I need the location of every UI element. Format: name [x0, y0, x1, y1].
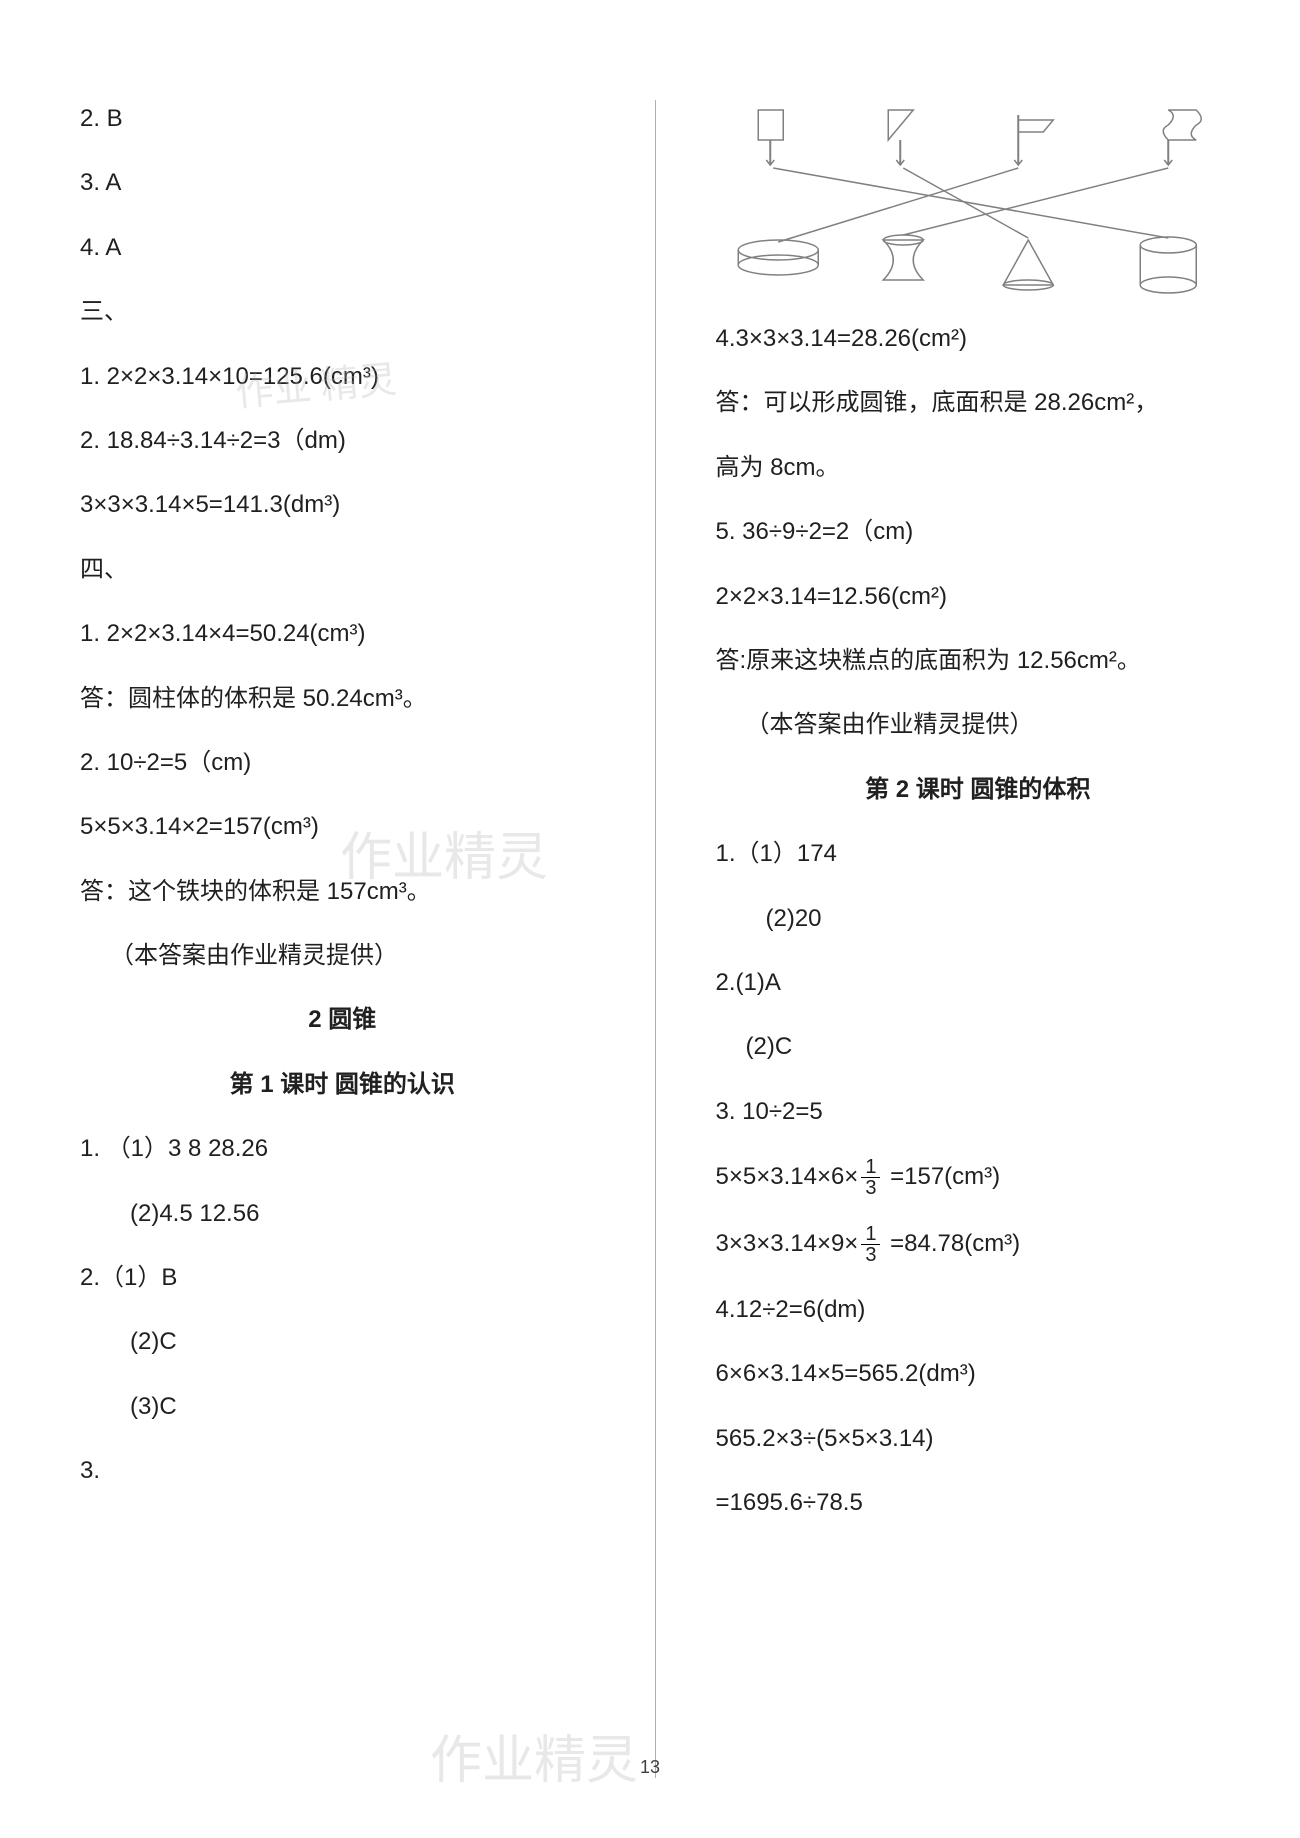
q2-sub1: 2.(1)A	[716, 964, 1241, 1002]
attribution: （本答案由作业精灵提供）	[716, 706, 1241, 744]
q1-sub1: 1.（1）174	[716, 835, 1241, 873]
calc-line: 3×3×3.14×5=141.3(dm³)	[80, 486, 605, 524]
calc-line: =1695.6÷78.5	[716, 1484, 1241, 1522]
attribution: （本答案由作业精灵提供）	[80, 937, 605, 975]
answer-text: 答:原来这块糕点的底面积为 12.56cm²。	[716, 642, 1241, 680]
left-column: 作业 精灵 2. B 3. A 4. A 三、 1. 2×2×3.14×10=1…	[80, 100, 625, 1778]
heading-sub: 第 1 课时 圆锥的认识	[80, 1066, 605, 1104]
calc-line: 4.12÷2=6(dm)	[716, 1291, 1241, 1329]
section-four-label: 四、	[80, 551, 605, 589]
answer-text: 答：可以形成圆锥，底面积是 28.26cm²，	[716, 384, 1241, 422]
right-column: 4.3×3×3.14=28.26(cm²) 答：可以形成圆锥，底面积是 28.2…	[686, 100, 1241, 1778]
calc-line: 4.3×3×3.14=28.26(cm²)	[716, 320, 1241, 358]
frac-line-1: 5×5×3.14×6×13 =157(cm³)	[716, 1157, 1241, 1198]
calc-line: 2. 18.84÷3.14÷2=3（dm)	[80, 422, 605, 460]
column-divider	[655, 100, 656, 1778]
answer-text: 答：圆柱体的体积是 50.24cm³。	[80, 680, 605, 718]
heading-sub: 第 2 课时 圆锥的体积	[716, 771, 1241, 809]
q1-sub2: (2)20	[716, 900, 1241, 938]
q2-sub1: 2.（1）B	[80, 1259, 605, 1297]
heading-main: 2 圆锥	[80, 1001, 605, 1039]
q2-sub2: (2)C	[716, 1028, 1241, 1066]
q2-sub3: (3)C	[80, 1388, 605, 1426]
q3-label: 3.	[80, 1452, 605, 1490]
q3-line: 3. 10÷2=5	[716, 1093, 1241, 1131]
calc-line: 2. 10÷2=5（cm)	[80, 744, 605, 782]
calc-line: 565.2×3÷(5×5×3.14)	[716, 1420, 1241, 1458]
answer-line: 4. A	[80, 229, 605, 267]
calc-line: 1. 2×2×3.14×4=50.24(cm³)	[80, 615, 605, 653]
page-number: 13	[640, 1757, 660, 1778]
answer-line: 3. A	[80, 164, 605, 202]
q2-sub2: (2)C	[80, 1323, 605, 1361]
matching-diagram	[716, 100, 1241, 300]
answer-text: 答：这个铁块的体积是 157cm³。	[80, 873, 605, 911]
answer-line: 2. B	[80, 100, 605, 138]
section-three-label: 三、	[80, 293, 605, 331]
q1-sub1: 1. （1）3 8 28.26	[80, 1130, 605, 1168]
page-container: 作业 精灵 2. B 3. A 4. A 三、 1. 2×2×3.14×10=1…	[0, 0, 1300, 1838]
answer-text: 高为 8cm。	[716, 449, 1241, 487]
calc-line: 2×2×3.14=12.56(cm²)	[716, 578, 1241, 616]
calc-line: 6×6×3.14×5=565.2(dm³)	[716, 1355, 1241, 1393]
calc-line: 5×5×3.14×2=157(cm³)	[80, 808, 605, 846]
calc-line: 1. 2×2×3.14×10=125.6(cm³)	[80, 358, 605, 396]
q1-sub2: (2)4.5 12.56	[80, 1195, 605, 1233]
calc-line: 5. 36÷9÷2=2（cm)	[716, 513, 1241, 551]
frac-line-2: 3×3×3.14×9×13 =84.78(cm³)	[716, 1224, 1241, 1265]
